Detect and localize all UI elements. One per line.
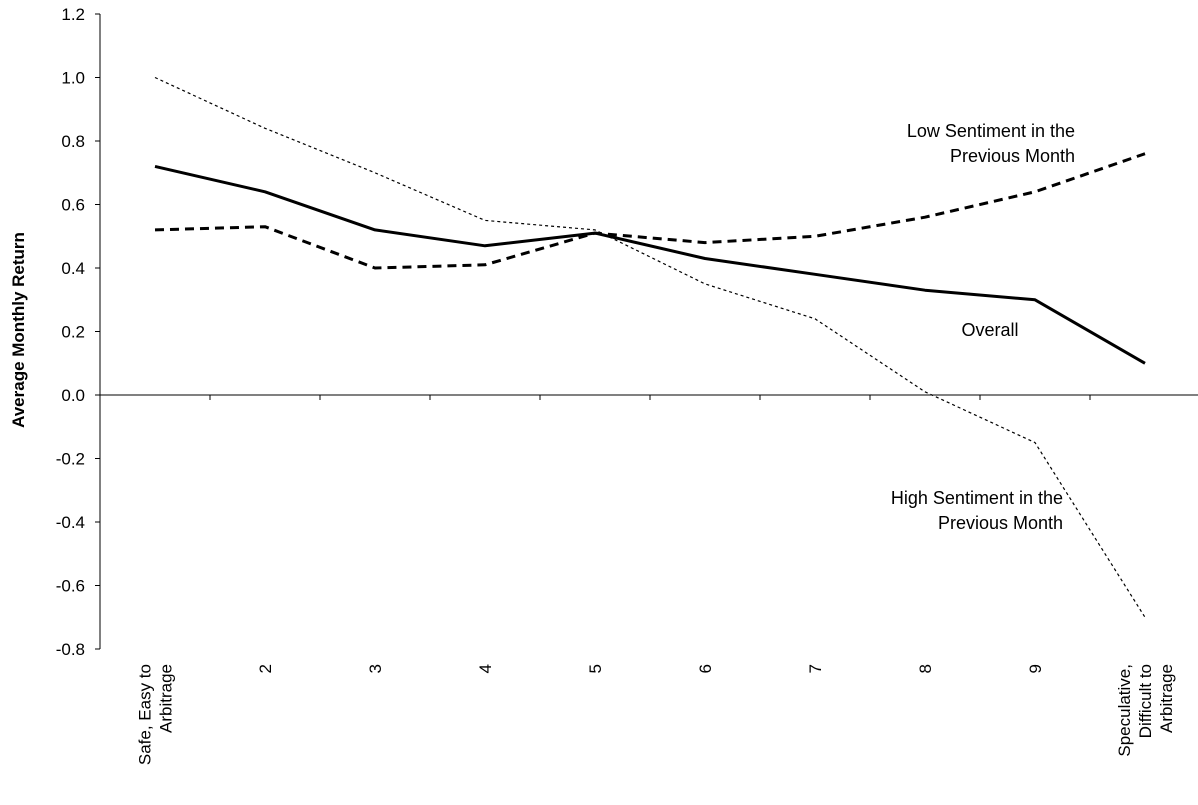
annotations: Low Sentiment in the Previous Month Overal… [891, 121, 1075, 533]
x-tick-label: Speculative, Difficult to Arbitrage [1115, 664, 1176, 757]
x-tick-label: 5 [586, 664, 605, 673]
x-tick-label: 7 [806, 664, 825, 673]
x-ticks: Safe, Easy to Arbitrage 2 3 4 5 6 7 8 9 Speculativ… [136, 395, 1176, 765]
series-lines [154, 76, 1146, 618]
y-tick-label: 0.4 [61, 259, 85, 278]
y-tick-label: 0.8 [61, 132, 85, 151]
x-tick-label: 8 [916, 664, 935, 673]
x-tick-label: 9 [1026, 664, 1045, 673]
x-tick-label: 2 [256, 664, 275, 673]
y-tick-label: 0.2 [61, 323, 85, 342]
y-axis-title: Average Monthly Return [9, 232, 28, 428]
series-line-low [154, 152, 1146, 270]
x-tick-label: 4 [476, 664, 495, 673]
y-tick-label: 0.6 [61, 196, 85, 215]
y-tick-label: 0.0 [61, 386, 85, 405]
axes [99, 14, 1198, 649]
x-tick-label: 3 [366, 664, 385, 673]
annotation-low: Low Sentiment in the Previous Month [907, 121, 1075, 166]
annotation-overall: Overall [961, 320, 1018, 340]
annotation-high: High Sentiment in the Previous Month [891, 488, 1063, 533]
y-tick-label: -0.8 [56, 640, 85, 659]
y-tick-label: -0.2 [56, 450, 85, 469]
y-tick-label: -0.4 [56, 513, 85, 532]
x-tick-label: 6 [696, 664, 715, 673]
x-tick-label: Safe, Easy to Arbitrage [136, 664, 176, 765]
y-tick-label: 1.0 [61, 69, 85, 88]
series-line-high [154, 76, 1146, 618]
y-ticks: -0.8 -0.6 -0.4 -0.2 0.0 0.2 0.4 0.6 0.8 1.0 1.2 [56, 5, 100, 659]
series-line-overall [154, 164, 1146, 365]
y-tick-label: 1.2 [61, 5, 85, 24]
y-tick-label: -0.6 [56, 577, 85, 596]
